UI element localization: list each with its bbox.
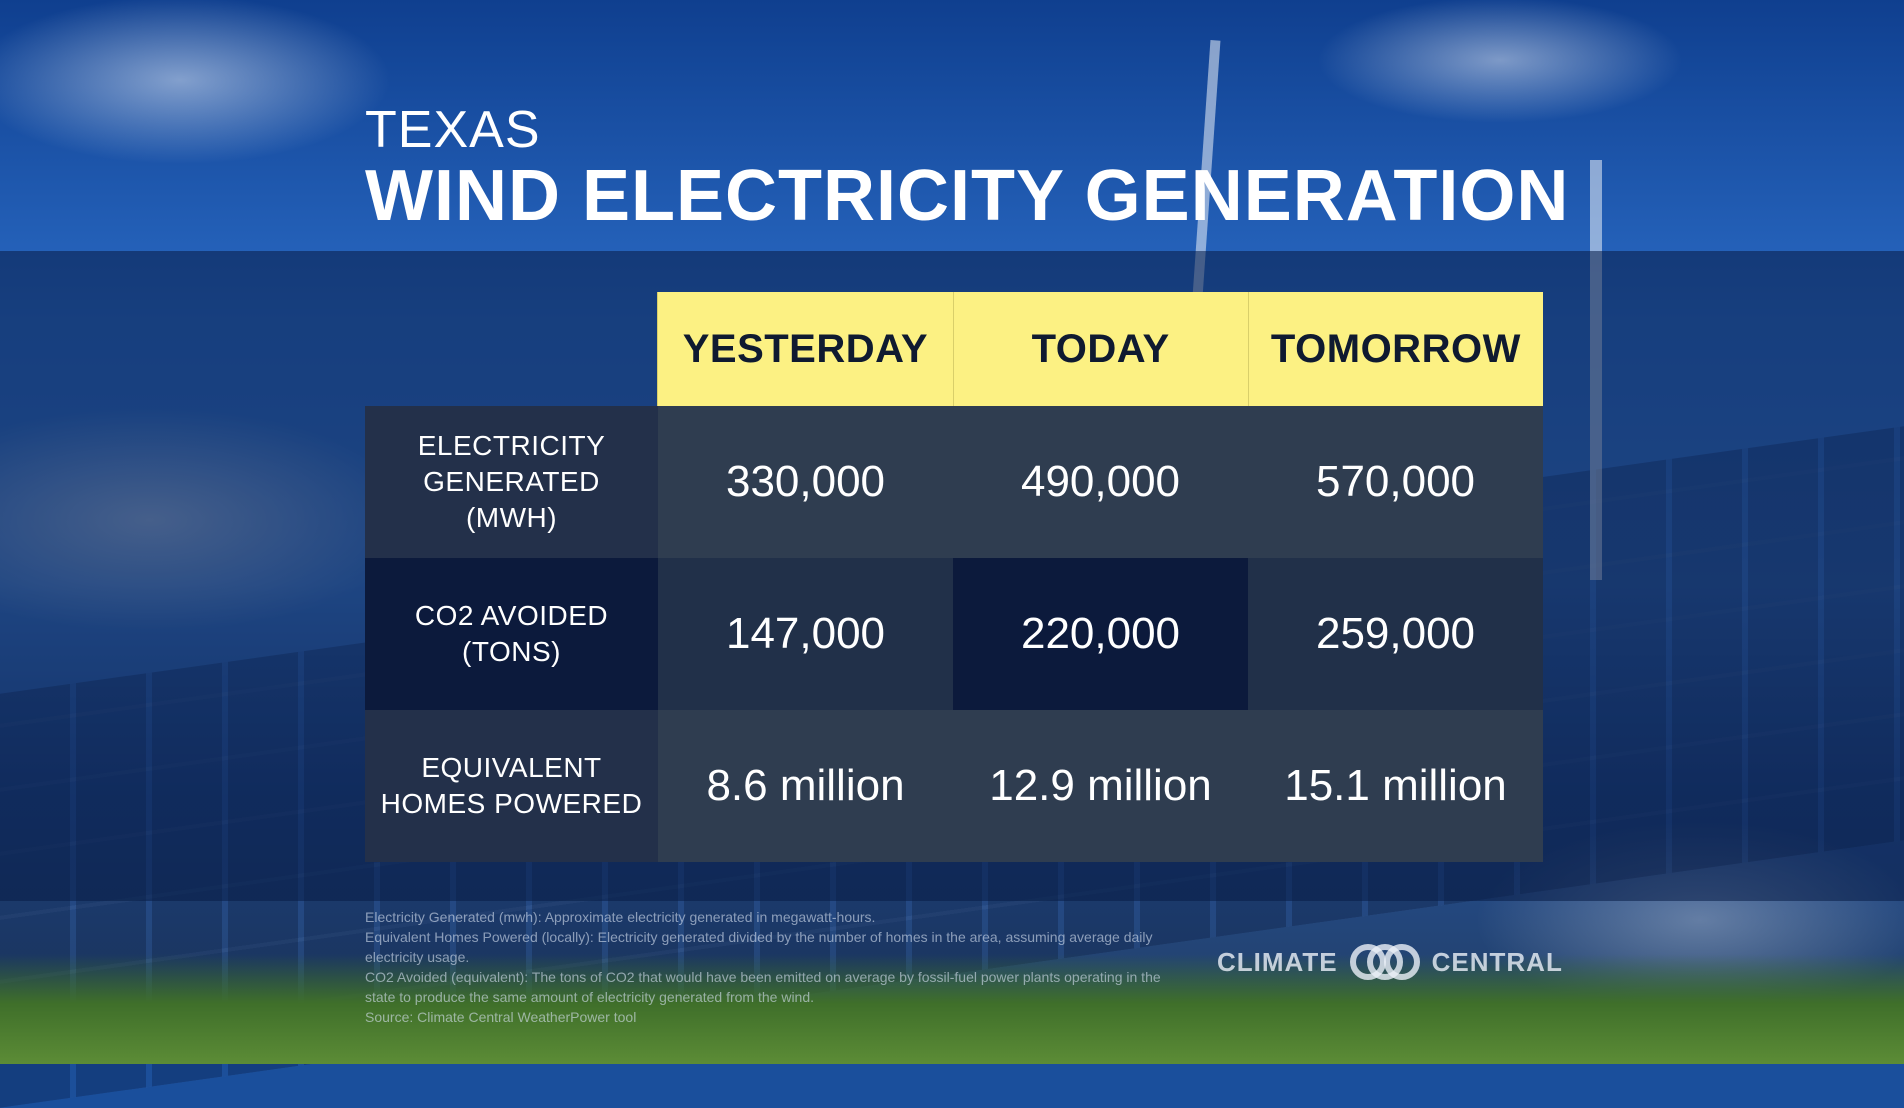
column-header-today: TODAY	[952, 292, 1248, 406]
table-row: ELECTRICITY GENERATED (MWH) 330,000 490,…	[365, 406, 1543, 558]
table-header-row: YESTERDAY TODAY TOMORROW	[365, 292, 1543, 406]
column-header-yesterday: YESTERDAY	[657, 292, 953, 406]
row-label: ELECTRICITY GENERATED (MWH)	[365, 406, 658, 558]
table-cell: 220,000	[953, 558, 1248, 710]
table-cell: 8.6 million	[658, 710, 953, 862]
footnote: CO2 Avoided (equivalent): The tons of CO…	[365, 969, 1161, 1005]
row-label: EQUIVALENT HOMES POWERED	[365, 710, 658, 862]
footnote: Electricity Generated (mwh): Approximate…	[365, 909, 876, 925]
table-cell: 330,000	[658, 406, 953, 558]
column-header-tomorrow: TOMORROW	[1247, 292, 1543, 406]
table-cell: 259,000	[1248, 558, 1543, 710]
footnotes: Electricity Generated (mwh): Approximate…	[365, 907, 1165, 1027]
footnote: Equivalent Homes Powered (locally): Elec…	[365, 929, 1153, 965]
climate-central-logo: CLIMATE CENTRAL	[1217, 940, 1563, 984]
table-cell: 15.1 million	[1248, 710, 1543, 862]
header-spacer	[365, 292, 657, 406]
generation-table: YESTERDAY TODAY TOMORROW ELECTRICITY GEN…	[365, 292, 1543, 862]
table-cell: 490,000	[953, 406, 1248, 558]
page-subtitle: TEXAS	[365, 101, 541, 159]
grass-foreground	[0, 954, 1904, 1064]
table-cell: 147,000	[658, 558, 953, 710]
table-row: EQUIVALENT HOMES POWERED 8.6 million 12.…	[365, 710, 1543, 862]
table-row: CO2 AVOIDED (TONS) 147,000 220,000 259,0…	[365, 558, 1543, 710]
row-label: CO2 AVOIDED (TONS)	[365, 558, 658, 710]
logo-text-right: CENTRAL	[1431, 946, 1563, 977]
table-cell: 570,000	[1248, 406, 1543, 558]
logo-text-left: CLIMATE	[1217, 946, 1338, 977]
footnote: Source: Climate Central WeatherPower too…	[365, 1009, 637, 1025]
table-cell: 12.9 million	[953, 710, 1248, 862]
climate-central-rings-icon	[1348, 942, 1422, 982]
page-title: WIND ELECTRICITY GENERATION	[365, 156, 1570, 236]
